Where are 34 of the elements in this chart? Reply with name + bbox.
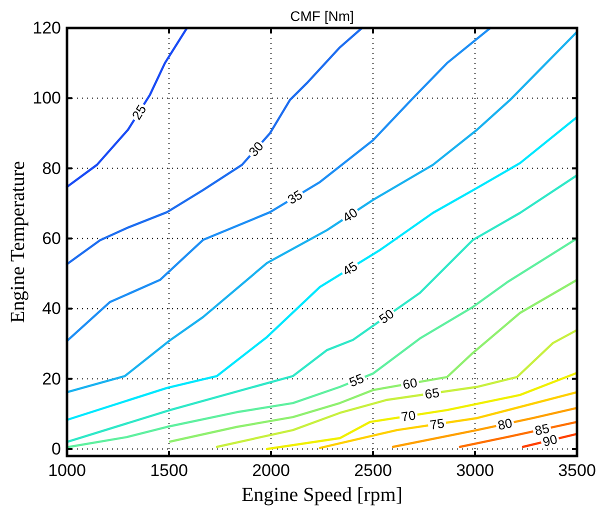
text: 25	[128, 102, 150, 122]
text: 40	[340, 204, 360, 226]
text: 65	[424, 384, 440, 402]
line-series	[392, 406, 578, 448]
x-tick-label: 2000	[252, 461, 290, 480]
line-series	[266, 372, 578, 450]
x-tick-label: 3500	[558, 461, 596, 480]
line-series	[216, 328, 578, 448]
y-tick-label: 20	[42, 369, 61, 388]
line-series	[66, 237, 578, 448]
text: 50	[376, 306, 397, 327]
chart-title: CMF [Nm]	[290, 8, 354, 24]
y-tick-label: 80	[42, 158, 61, 178]
text: 45	[340, 258, 360, 279]
y-tick-label: 0	[52, 439, 61, 458]
x-tick-label: 2500	[354, 461, 392, 480]
y-tick-label: 100	[32, 88, 61, 108]
text: 80	[496, 415, 514, 433]
line-series	[66, 26, 188, 188]
text: 30	[246, 138, 266, 160]
x-axis-title: Engine Speed [rpm]	[241, 484, 403, 506]
x-tick-label: 3000	[456, 461, 494, 480]
text: 35	[284, 186, 306, 208]
text: 60	[402, 374, 418, 392]
line-series	[66, 26, 492, 342]
y-tick-label: 60	[42, 228, 61, 248]
x-tick-label: 1500	[150, 461, 188, 480]
y-axis-title: Engine Temperature	[7, 160, 29, 324]
y-tick-label: 40	[42, 299, 61, 318]
y-tick-label: 120	[32, 18, 61, 38]
text: 55	[346, 370, 366, 390]
x-tick-label: 1000	[48, 461, 86, 480]
text: 75	[428, 416, 446, 433]
text: 70	[400, 407, 417, 425]
